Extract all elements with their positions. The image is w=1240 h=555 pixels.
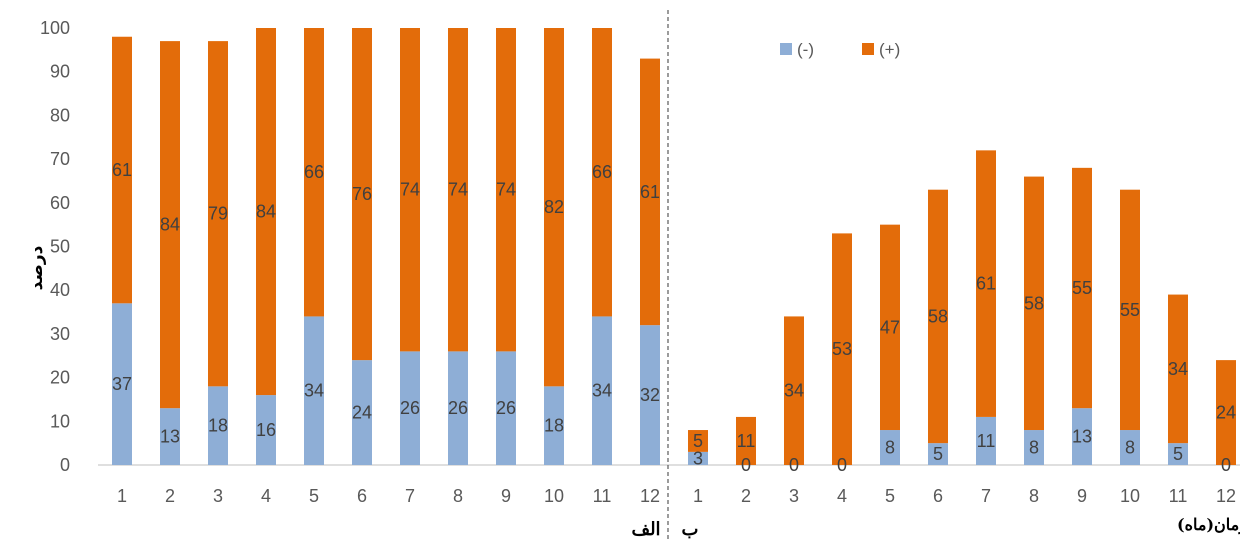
data-label-neg: 11 [977, 431, 996, 451]
data-label-neg: 18 [208, 416, 228, 436]
x-tick-label: 6 [357, 486, 367, 506]
legend-label-pos: (+) [879, 40, 900, 59]
data-label-neg: 24 [352, 403, 372, 423]
x-tick-label: 11 [1169, 486, 1188, 506]
data-label-pos: 61 [976, 274, 996, 294]
x-tick-label: 12 [1216, 486, 1236, 506]
data-label-neg: 0 [741, 455, 751, 475]
y-tick-label: 60 [50, 193, 70, 213]
y-tick-label: 10 [50, 411, 70, 431]
x-tick-label: 9 [1077, 486, 1087, 506]
data-label-neg: 3 [693, 448, 703, 468]
data-label-pos: 74 [448, 180, 468, 200]
y-tick-label: 0 [60, 455, 70, 475]
data-label-neg: 32 [640, 385, 660, 405]
data-label-pos: 58 [1024, 293, 1044, 313]
data-label-pos: 66 [304, 162, 324, 182]
data-label-pos: 82 [544, 197, 564, 217]
legend-label-neg: (-) [797, 40, 814, 59]
data-label-neg: 13 [160, 427, 180, 447]
x-tick-label: 7 [405, 486, 415, 506]
data-label-pos: 79 [208, 204, 228, 224]
data-label-neg: 0 [837, 455, 847, 475]
x-tick-label: 3 [789, 486, 799, 506]
data-label-neg: 8 [885, 438, 895, 458]
data-label-pos: 74 [400, 180, 420, 200]
data-label-pos: 34 [784, 381, 804, 401]
data-labels: 3761138418791684346624762674267426741882… [112, 160, 1236, 475]
x-tick-label: 9 [501, 486, 511, 506]
y-tick-label: 40 [50, 280, 70, 300]
x-tick-label: 5 [885, 486, 895, 506]
data-label-pos: 5 [693, 431, 703, 451]
data-label-neg: 0 [789, 455, 799, 475]
legend: (-) (+) [780, 40, 900, 59]
data-label-pos: 55 [1072, 278, 1092, 298]
data-label-pos: 47 [880, 317, 900, 337]
data-label-neg: 26 [448, 398, 468, 418]
x-tick-label: 12 [640, 486, 660, 506]
data-label-neg: 13 [1072, 427, 1092, 447]
x-tick-label: 1 [117, 486, 127, 506]
data-label-neg: 5 [1173, 444, 1183, 464]
x-tick-label: 5 [309, 486, 319, 506]
data-label-neg: 26 [496, 398, 516, 418]
x-tick-label: 8 [1029, 486, 1039, 506]
y-tick-label: 30 [50, 324, 70, 344]
data-label-pos: 61 [640, 182, 660, 202]
data-label-neg: 34 [304, 381, 324, 401]
x-tick-label: 2 [165, 486, 175, 506]
x-tick-label: 6 [933, 486, 943, 506]
y-tick-label: 100 [40, 18, 70, 38]
legend-swatch-neg [780, 43, 792, 55]
data-label-pos: 58 [928, 306, 948, 326]
y-tick-label: 80 [50, 105, 70, 125]
data-label-pos: 55 [1120, 300, 1140, 320]
x-tick-label: 3 [213, 486, 223, 506]
data-label-pos: 61 [112, 160, 132, 180]
data-label-pos: 34 [1168, 359, 1188, 379]
x-tick-label: 2 [741, 486, 751, 506]
y-tick-label: 50 [50, 237, 70, 257]
data-label-neg: 26 [400, 398, 420, 418]
data-label-neg: 18 [544, 416, 564, 436]
x-tick-label: 4 [837, 486, 847, 506]
data-label-pos: 84 [256, 202, 276, 222]
data-label-pos: 74 [496, 180, 516, 200]
data-label-pos: 11 [737, 431, 756, 451]
x-tick-label: 8 [453, 486, 463, 506]
data-label-neg: 8 [1125, 438, 1135, 458]
x-tick-label: 11 [593, 486, 612, 506]
data-label-neg: 0 [1221, 455, 1231, 475]
data-label-neg: 5 [933, 444, 943, 464]
data-label-pos: 53 [832, 339, 852, 359]
legend-swatch-pos [862, 43, 874, 55]
panel-label-a: الف [631, 519, 660, 540]
x-tick-label: 7 [981, 486, 991, 506]
bars [112, 28, 1236, 465]
data-label-neg: 16 [256, 420, 276, 440]
y-tick-label: 70 [50, 149, 70, 169]
x-tick-label: 10 [544, 486, 564, 506]
x-axis-label: زمان(ماه) [1177, 515, 1240, 535]
y-axis-label: درصد [27, 245, 47, 290]
data-label-neg: 37 [112, 374, 132, 394]
x-tick-label: 10 [1120, 486, 1140, 506]
data-label-neg: 8 [1029, 438, 1039, 458]
data-label-pos: 24 [1216, 403, 1236, 423]
data-label-pos: 84 [160, 215, 180, 235]
y-tick-label: 90 [50, 62, 70, 82]
data-label-pos: 76 [352, 184, 372, 204]
panel-label-b: ب [682, 519, 699, 540]
data-label-neg: 34 [592, 381, 612, 401]
y-tick-label: 20 [50, 368, 70, 388]
x-tick-label: 4 [261, 486, 271, 506]
x-tick-label: 1 [693, 486, 703, 506]
data-label-pos: 66 [592, 162, 612, 182]
